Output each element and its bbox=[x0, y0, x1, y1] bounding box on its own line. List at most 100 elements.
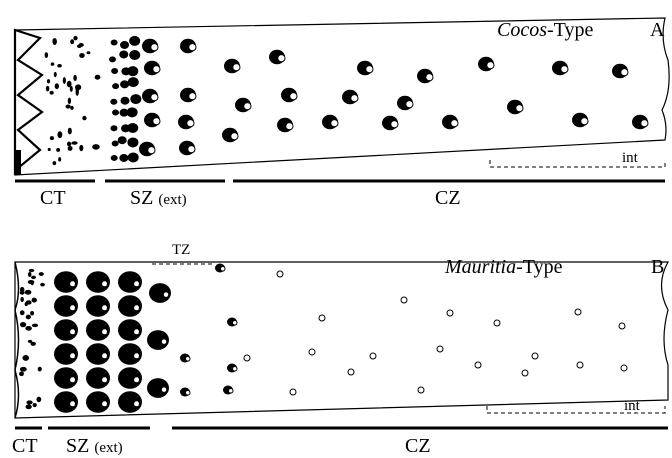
vessel bbox=[278, 55, 285, 62]
fiber bbox=[87, 51, 91, 54]
vessel bbox=[277, 271, 283, 277]
fiber bbox=[79, 53, 85, 58]
vessel bbox=[70, 353, 76, 359]
fiber bbox=[70, 39, 74, 44]
fiber bbox=[20, 367, 27, 372]
fiber bbox=[26, 400, 32, 404]
int-label: int bbox=[622, 150, 639, 166]
fiber bbox=[71, 141, 77, 145]
vessel bbox=[134, 377, 140, 383]
fiber bbox=[31, 281, 34, 285]
vessel bbox=[189, 44, 196, 51]
vessel bbox=[290, 93, 297, 100]
fiber bbox=[129, 50, 140, 60]
fiber bbox=[19, 371, 24, 376]
fiber bbox=[50, 136, 54, 140]
zone-label: CZ bbox=[405, 435, 431, 457]
fiber bbox=[68, 146, 73, 151]
fiber bbox=[25, 326, 32, 331]
panel-b: Mauritia-Type B TZ int CT SZ (ext) CZ bbox=[12, 242, 668, 457]
vessel bbox=[134, 401, 140, 407]
fiber bbox=[53, 161, 57, 165]
fiber bbox=[67, 81, 72, 88]
zone-label: CT bbox=[40, 187, 66, 209]
vessel bbox=[426, 74, 433, 81]
fiber bbox=[111, 40, 118, 46]
fiber bbox=[92, 144, 100, 150]
fiber bbox=[112, 109, 119, 115]
fiber bbox=[128, 152, 139, 162]
vessel bbox=[102, 377, 108, 383]
fiber bbox=[51, 62, 55, 65]
fiber bbox=[57, 131, 62, 138]
fiber bbox=[30, 342, 35, 346]
type-label: Mauritia-Type bbox=[444, 256, 563, 278]
vessel bbox=[475, 362, 481, 368]
fiber bbox=[127, 66, 138, 76]
vessel bbox=[153, 118, 160, 125]
fiber bbox=[50, 91, 54, 95]
tz-label: TZ bbox=[172, 242, 190, 258]
fiber bbox=[20, 297, 24, 302]
fiber bbox=[20, 322, 26, 327]
panel-letter: A bbox=[650, 19, 665, 41]
fiber bbox=[127, 107, 138, 117]
vessel bbox=[134, 353, 140, 359]
vessel bbox=[188, 146, 195, 153]
zone-label: CZ bbox=[435, 187, 461, 209]
fiber bbox=[119, 154, 128, 162]
fiber bbox=[127, 123, 138, 133]
fiber bbox=[111, 68, 118, 74]
fiber bbox=[63, 77, 66, 84]
fiber bbox=[48, 148, 51, 151]
cortex-base bbox=[15, 150, 21, 175]
vessel bbox=[621, 365, 627, 371]
fiber bbox=[66, 104, 71, 108]
fiber bbox=[56, 148, 60, 152]
fiber bbox=[28, 272, 32, 277]
fiber bbox=[110, 99, 117, 105]
vessel bbox=[186, 391, 191, 396]
vessel bbox=[233, 64, 240, 71]
vessel bbox=[391, 121, 398, 128]
fiber bbox=[30, 311, 34, 316]
vessel bbox=[70, 281, 76, 287]
vessel bbox=[189, 93, 196, 100]
vessel bbox=[231, 133, 238, 140]
vessel bbox=[134, 329, 140, 335]
vessel bbox=[621, 69, 628, 76]
vessel bbox=[575, 309, 581, 315]
fiber bbox=[57, 64, 62, 68]
vessel bbox=[161, 339, 167, 345]
fiber bbox=[119, 50, 128, 58]
vessel bbox=[161, 387, 167, 393]
vessel bbox=[401, 297, 407, 303]
fiber bbox=[121, 97, 130, 105]
vessel bbox=[309, 349, 315, 355]
fiber bbox=[110, 125, 117, 131]
zone-label: CT bbox=[12, 435, 38, 457]
vessel bbox=[437, 346, 443, 352]
vessel bbox=[577, 362, 583, 368]
fiber bbox=[47, 79, 50, 83]
vessel bbox=[406, 101, 413, 108]
fiber bbox=[77, 45, 82, 48]
fiber bbox=[120, 80, 129, 88]
fiber bbox=[31, 276, 36, 279]
fiber bbox=[29, 269, 34, 272]
vessel bbox=[221, 267, 226, 272]
vessel bbox=[370, 353, 376, 359]
fiber bbox=[36, 397, 41, 403]
vessel bbox=[286, 123, 293, 130]
vessel bbox=[102, 353, 108, 359]
vessel bbox=[451, 120, 458, 127]
fiber bbox=[45, 52, 48, 58]
fiber bbox=[128, 77, 139, 87]
fiber bbox=[55, 83, 59, 89]
vessel bbox=[233, 321, 238, 326]
fiber bbox=[129, 36, 140, 46]
fiber bbox=[32, 298, 37, 303]
vessel bbox=[348, 369, 354, 375]
vessel bbox=[581, 118, 588, 125]
fiber bbox=[54, 72, 57, 77]
